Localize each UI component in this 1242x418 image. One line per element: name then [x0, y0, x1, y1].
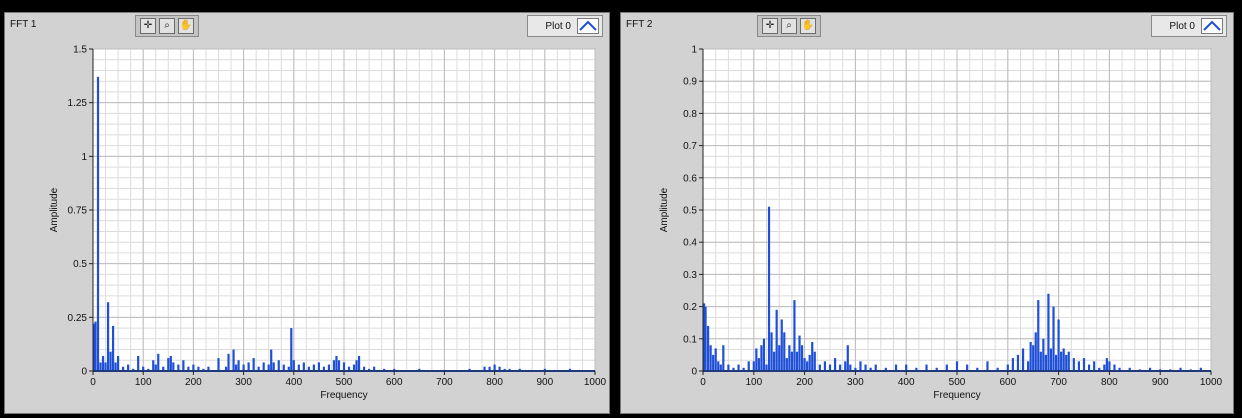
cursor-tool-icon[interactable]: ✛ [762, 18, 778, 34]
y-tick-label: 0.8 [683, 109, 697, 120]
fft2-plot-area[interactable]: 0 0.1 0.2 0.3 0.4 0.5 0.6 0.7 0.8 0.9 1 0 100 200 300 4… [621, 13, 1233, 413]
x-axis-label: Frequency [320, 390, 367, 401]
zoom-tool-icon[interactable]: ⌕ [159, 18, 175, 34]
y-tick-label: 1 [691, 45, 697, 56]
x-tick-label: 700 [1050, 377, 1067, 388]
x-tick-label: 1000 [584, 377, 607, 388]
y-tick-label: 1.5 [73, 45, 87, 56]
y-tick-label: 0.3 [683, 270, 697, 281]
y-tick-label: 0.75 [68, 206, 88, 217]
y-tick-label: 0 [691, 367, 697, 378]
zoom-tool-icon[interactable]: ⌕ [781, 18, 797, 34]
spectrum-series [92, 76, 582, 371]
fft1-plot-area[interactable]: 0 0.25 0.5 0.75 1 1.25 1.5 0 100 200 300 400 500 600 7… [5, 13, 609, 413]
grid-lines [702, 48, 1212, 372]
x-tick-label: 900 [1152, 377, 1169, 388]
x-tick-label: 400 [285, 377, 302, 388]
pan-tool-icon[interactable]: ✋ [800, 18, 816, 34]
fft1-graph-title: FFT 1 [10, 19, 37, 30]
y-tick-label: 0.7 [683, 141, 697, 152]
x-tick-label: 500 [336, 377, 353, 388]
y-tick-label: 0.9 [683, 77, 697, 88]
fft2-graph-panel: FFT 2 ✛ ⌕ ✋ Plot 0 0 0.1 0.2 0.3 0.4 0.5 0.6 0.… [620, 12, 1234, 414]
y-tick-label: 0.2 [683, 302, 697, 313]
y-tick-label: 0.4 [683, 238, 697, 249]
x-tick-label: 200 [185, 377, 202, 388]
x-axis-label: Frequency [933, 390, 980, 401]
x-tick-label: 600 [999, 377, 1016, 388]
spectrum-series [702, 206, 1202, 371]
y-tick-label: 1.25 [68, 98, 88, 109]
x-tick-label: 300 [847, 377, 864, 388]
fft2-legend-label: Plot 0 [1169, 20, 1195, 32]
x-tick-label: 100 [135, 377, 152, 388]
x-tick-label: 400 [898, 377, 915, 388]
y-axis-label: Amplitude [49, 187, 60, 232]
fft1-graph-palette: ✛ ⌕ ✋ [135, 15, 199, 37]
fft2-plot-legend[interactable]: Plot 0 [1151, 15, 1227, 37]
x-tick-label: 900 [536, 377, 553, 388]
x-tick-label: 200 [796, 377, 813, 388]
x-tick-label: 800 [486, 377, 503, 388]
x-tick-label: 300 [235, 377, 252, 388]
y-axis-label: Amplitude [659, 187, 670, 232]
grid-lines [92, 48, 596, 372]
x-tick-label: 0 [90, 377, 96, 388]
line-style-icon [577, 18, 599, 34]
x-tick-label: 700 [436, 377, 453, 388]
x-tick-label: 1000 [1200, 377, 1223, 388]
x-tick-label: 100 [745, 377, 762, 388]
pan-tool-icon[interactable]: ✋ [178, 18, 194, 34]
y-tick-label: 0.25 [68, 313, 88, 324]
fft2-graph-palette: ✛ ⌕ ✋ [757, 15, 821, 37]
x-tick-label: 500 [949, 377, 966, 388]
fft1-plot-legend[interactable]: Plot 0 [527, 15, 603, 37]
y-tick-label: 0.6 [683, 173, 697, 184]
y-tick-label: 0 [81, 367, 87, 378]
x-tick-label: 800 [1101, 377, 1118, 388]
fft1-graph-panel: FFT 1 ✛ ⌕ ✋ Plot 0 0 0.25 0.5 0.75 1 1.25 1.5 0… [4, 12, 610, 414]
fft1-legend-label: Plot 0 [545, 20, 571, 32]
fft2-graph-title: FFT 2 [626, 19, 653, 30]
y-tick-label: 0.1 [683, 334, 697, 345]
line-style-icon [1201, 18, 1223, 34]
y-tick-label: 1 [81, 152, 87, 163]
y-tick-label: 0.5 [683, 206, 697, 217]
y-tick-label: 0.5 [73, 259, 87, 270]
x-tick-label: 0 [700, 377, 706, 388]
x-tick-label: 600 [386, 377, 403, 388]
cursor-tool-icon[interactable]: ✛ [140, 18, 156, 34]
